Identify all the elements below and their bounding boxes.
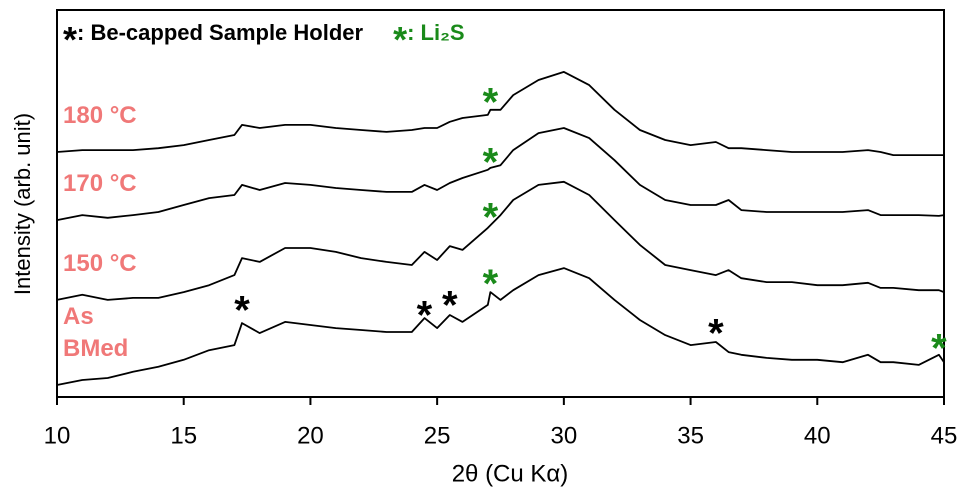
- x-tick-label: 45: [931, 422, 958, 449]
- series-label: 180 °C: [63, 102, 137, 130]
- x-tick-label: 35: [677, 422, 704, 449]
- data-line: [56, 180, 945, 301]
- x-tick-label: 20: [297, 422, 324, 449]
- x-tick-label: 40: [804, 422, 831, 449]
- peak-marker: *: [234, 288, 250, 332]
- x-tick-label: 25: [424, 422, 451, 449]
- peak-marker: *: [483, 262, 499, 306]
- peak-marker: *: [931, 326, 947, 370]
- legend-entry: *: Be-capped Sample Holder: [63, 19, 364, 60]
- peak-marker: *: [483, 81, 499, 125]
- legend-text: : Be-capped Sample Holder: [77, 20, 364, 45]
- x-axis-label: 2θ (Cu Kα): [452, 460, 569, 487]
- data-line: [56, 127, 945, 221]
- y-axis-label: Intensity (arb. unit): [10, 113, 35, 295]
- legend-text: : Li₂S: [407, 20, 464, 45]
- peak-marker: *: [708, 312, 724, 356]
- series-label: 150 °C: [63, 249, 137, 277]
- legend-entry: *: Li₂S: [393, 19, 464, 60]
- peak-marker: *: [417, 293, 433, 337]
- x-tick-label: 15: [170, 422, 197, 449]
- data-line: [56, 71, 944, 156]
- legend-symbol: *: [63, 19, 77, 60]
- series-label: As BMed: [63, 303, 129, 363]
- series-label: 170 °C: [63, 170, 137, 198]
- plot-frame: [56, 9, 945, 398]
- legend-symbol: *: [393, 19, 407, 60]
- x-tick-label: 10: [44, 422, 71, 449]
- x-tick-label: 30: [551, 422, 578, 449]
- peak-marker: *: [483, 141, 499, 185]
- peak-marker: *: [483, 196, 499, 240]
- peak-marker: *: [442, 283, 458, 327]
- data-line: [56, 267, 945, 386]
